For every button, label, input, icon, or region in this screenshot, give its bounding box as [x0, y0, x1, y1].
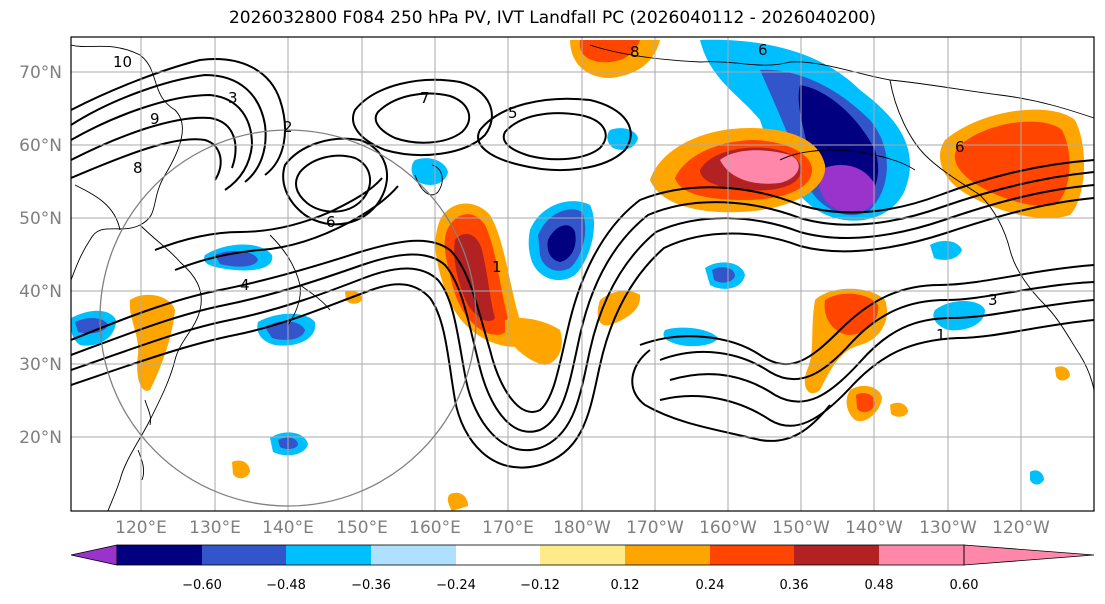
colorbar-tick: −0.24 — [436, 578, 476, 593]
contour-label: 10 — [113, 53, 132, 71]
colorbar: −0.60 −0.48 −0.36 −0.24 −0.12 0.12 0.24 … — [70, 544, 1095, 593]
lat-label: 50°N — [19, 209, 62, 229]
radius-circle — [99, 129, 477, 507]
contour-label: 1 — [936, 326, 946, 344]
colorbar-segment — [371, 545, 456, 565]
lat-label: 30°N — [19, 355, 62, 375]
contour-label: 3 — [228, 89, 238, 107]
contour-label: 8 — [630, 43, 640, 61]
colorbar-segment — [540, 545, 625, 565]
lon-label: 180°W — [553, 518, 611, 538]
contour-label: 6 — [758, 41, 768, 59]
colorbar-tick: 0.12 — [611, 578, 640, 593]
colorbar-segment — [286, 545, 371, 565]
contour-label: 9 — [150, 110, 160, 128]
lon-label: 160°W — [699, 518, 757, 538]
colorbar-tick: −0.48 — [266, 578, 306, 593]
lon-label: 140°E — [262, 518, 314, 538]
colorbar-segment — [456, 545, 540, 565]
coastline-layer — [71, 44, 1094, 511]
pv-contours — [71, 58, 1094, 469]
longitude-labels: 120°E 130°E 140°E 150°E 160°E 170°E 180°… — [115, 518, 1050, 538]
colorbar-tick: 0.24 — [696, 578, 725, 593]
contour-label: 7 — [420, 89, 430, 107]
contour-label: 6 — [326, 213, 336, 231]
colorbar-segment — [794, 545, 879, 565]
colorbar-tick: −0.36 — [351, 578, 391, 593]
colorbar-segment — [202, 545, 286, 565]
graticule — [71, 37, 1094, 511]
latitude-labels: 70°N 60°N 50°N 40°N 30°N 20°N — [19, 63, 62, 448]
colorbar-frame — [116, 544, 965, 566]
lat-label: 70°N — [19, 63, 62, 83]
contour-label: 4 — [240, 276, 250, 294]
contour-label: 3 — [988, 291, 998, 309]
lat-label: 40°N — [19, 282, 62, 302]
contour-label: 5 — [508, 104, 518, 122]
lon-label: 130°E — [189, 518, 241, 538]
contour-label-group: 10 9 8 7 6 5 4 3 2 1 6 6 8 3 1 — [113, 41, 998, 344]
colorbar-segment — [879, 545, 964, 565]
colorbar-segment — [710, 545, 794, 565]
lon-label: 120°W — [992, 518, 1050, 538]
map-frame — [70, 36, 1095, 512]
lat-label: 20°N — [19, 428, 62, 448]
lon-label: 160°E — [409, 518, 461, 538]
contour-label: 1 — [492, 258, 502, 276]
colorbar-tick: 0.60 — [950, 578, 979, 593]
lon-label: 170°E — [482, 518, 534, 538]
colorbar-min-arrow — [70, 544, 118, 566]
contour-label: 6 — [955, 138, 965, 156]
colorbar-tick: 0.48 — [865, 578, 894, 593]
colorbar-max-arrow — [963, 544, 1095, 566]
colorbar-tick: 0.36 — [780, 578, 809, 593]
shading-layer — [71, 39, 1085, 511]
colorbar-tick: −0.12 — [520, 578, 560, 593]
lat-label: 60°N — [19, 136, 62, 156]
lon-label: 120°E — [115, 518, 167, 538]
contour-label: 8 — [133, 159, 143, 177]
colorbar-tick: −0.60 — [182, 578, 222, 593]
colorbar-segment — [625, 545, 710, 565]
lon-label: 130°W — [919, 518, 977, 538]
map-title: 2026032800 F084 250 hPa PV, IVT Landfall… — [228, 8, 876, 28]
lon-label: 150°E — [336, 518, 388, 538]
lon-label: 150°W — [772, 518, 830, 538]
contour-label: 2 — [283, 118, 293, 136]
colorbar-segment — [117, 545, 202, 565]
lon-label: 170°W — [626, 518, 684, 538]
lon-label: 140°W — [845, 518, 903, 538]
